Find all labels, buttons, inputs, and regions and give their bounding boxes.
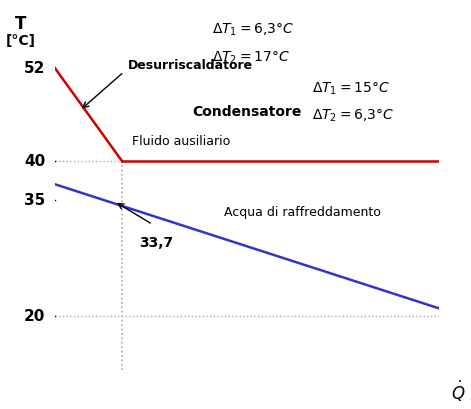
Text: Fluido ausiliario: Fluido ausiliario bbox=[131, 135, 230, 148]
Text: Acqua di raffreddamento: Acqua di raffreddamento bbox=[224, 205, 381, 218]
Text: 52: 52 bbox=[24, 61, 45, 76]
Text: $\dot{Q}$: $\dot{Q}$ bbox=[451, 378, 465, 403]
Text: $\Delta T_2=17°C$: $\Delta T_2=17°C$ bbox=[212, 49, 290, 65]
Text: 40: 40 bbox=[24, 154, 45, 169]
Text: $\Delta T_1=15°C$: $\Delta T_1=15°C$ bbox=[312, 80, 390, 96]
Text: 20: 20 bbox=[24, 309, 45, 324]
Text: Condensatore: Condensatore bbox=[192, 104, 301, 118]
Text: 33,7: 33,7 bbox=[139, 235, 173, 249]
Text: T: T bbox=[15, 15, 26, 33]
Text: [°C]: [°C] bbox=[5, 34, 35, 48]
Text: 35: 35 bbox=[24, 193, 45, 208]
Text: Desurriscaldatore: Desurriscaldatore bbox=[128, 58, 253, 72]
Text: $\Delta T_1=6{,}3°C$: $\Delta T_1=6{,}3°C$ bbox=[212, 22, 294, 38]
Text: $\Delta T_2=6{,}3°C$: $\Delta T_2=6{,}3°C$ bbox=[312, 107, 394, 124]
